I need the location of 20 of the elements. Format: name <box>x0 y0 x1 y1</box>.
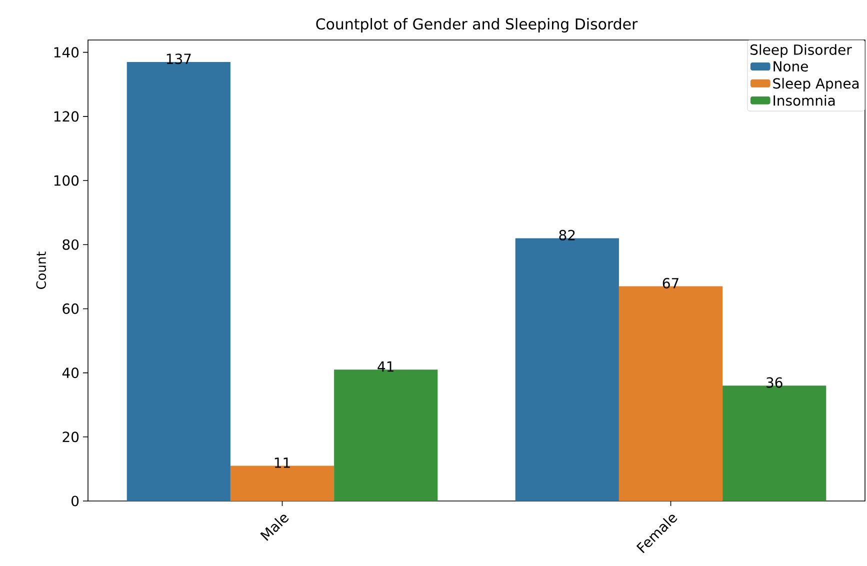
y-tick-label: 140 <box>54 47 79 58</box>
data-label: 36 <box>766 377 782 388</box>
legend-label: Sleep Apnea <box>773 78 859 92</box>
data-label: 137 <box>166 54 191 64</box>
y-tick-label: 0 <box>72 496 79 506</box>
data-label: 67 <box>662 278 678 288</box>
legend-label: None <box>774 61 808 72</box>
y-tick-label: 80 <box>62 239 79 250</box>
chart-title: Countplot of Gender and Sleeping Disorder <box>316 18 638 32</box>
y-tick-label: 60 <box>62 303 79 314</box>
y-tick-label: 120 <box>54 111 79 122</box>
data-label: 41 <box>378 361 394 372</box>
y-tick-label: 40 <box>62 368 79 378</box>
y-axis-title: Count <box>36 252 46 289</box>
data-label: 11 <box>274 458 290 468</box>
data-label: 82 <box>559 230 575 240</box>
y-tick-label: 20 <box>62 432 79 442</box>
legend-label: Insomnia <box>774 94 835 106</box>
legend-title: Sleep Disorder <box>750 44 852 58</box>
y-tick-label: 100 <box>54 175 79 186</box>
